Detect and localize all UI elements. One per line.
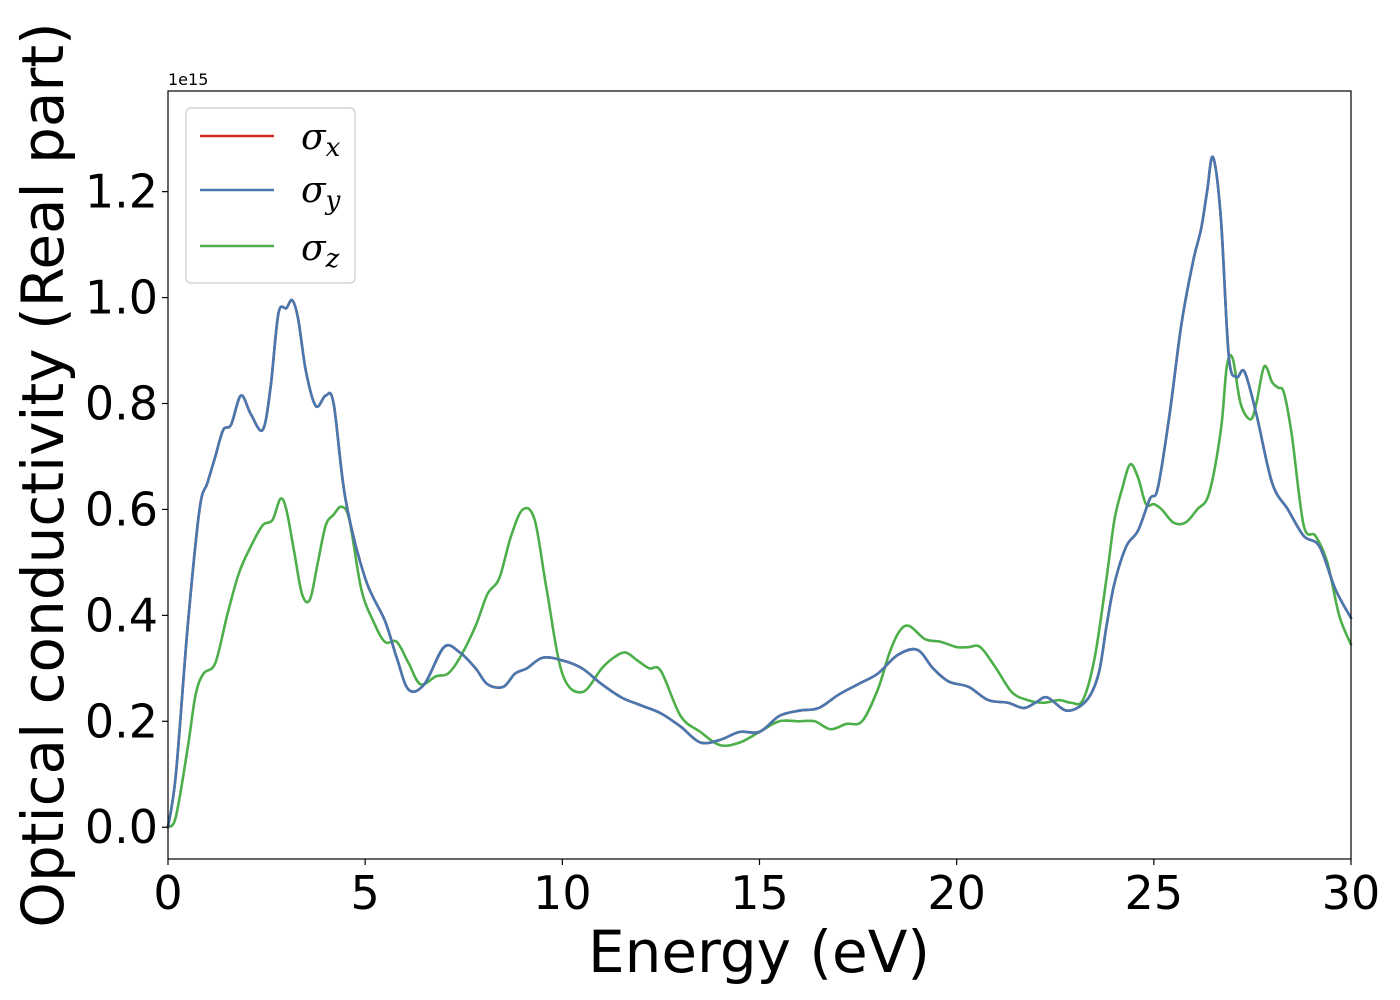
legend-frame: [185, 107, 356, 284]
x-tick-label: 25: [1125, 866, 1184, 920]
legend-sigma-z-sub: z: [325, 244, 340, 274]
x-tick-label: 10: [533, 866, 592, 920]
x-tick-label: 30: [1322, 866, 1381, 920]
x-tick-label: 0: [153, 866, 182, 920]
y-tick-label: 0.0: [85, 800, 158, 854]
y-axis: 0.0 0.2 0.4 0.6 0.8 1.0 1.2: [85, 165, 168, 854]
legend-sigma-z-main: σ: [301, 228, 327, 269]
y-tick-label: 0.6: [85, 482, 158, 536]
series-line-sigma-y: [166, 155, 1353, 829]
legend-sigma-y-main: σ: [301, 170, 327, 211]
x-tick-label: 15: [730, 866, 789, 920]
legend-label-sigma-y: σy: [301, 170, 341, 216]
legend-sigma-x-sub: x: [326, 133, 341, 163]
series-line-sigma-z: [166, 353, 1353, 829]
y-tick-label: 1.0: [85, 271, 158, 325]
legend-sigma-x-main: σ: [301, 117, 327, 158]
x-axis: 0 5 10 15 20 25 30: [153, 859, 1380, 920]
legend-sigma-y-sub: y: [325, 186, 341, 216]
y-tick-label: 0.2: [85, 694, 158, 748]
y-tick-label: 0.4: [85, 588, 158, 642]
x-axis-title: Energy (eV): [588, 918, 930, 986]
y-axis-title: Optical conductivity (Real part): [9, 22, 77, 927]
legend: σx σy σz: [185, 107, 356, 284]
y-tick-label: 0.8: [85, 376, 158, 430]
y-tick-label: 1.2: [85, 165, 158, 219]
series-layer: [166, 155, 1353, 829]
y-offset-label: 1e15: [168, 70, 208, 89]
legend-label-sigma-z: σz: [301, 228, 340, 274]
x-tick-label: 5: [351, 866, 380, 920]
legend-label-sigma-x: σx: [301, 117, 341, 163]
x-tick-label: 20: [927, 866, 986, 920]
